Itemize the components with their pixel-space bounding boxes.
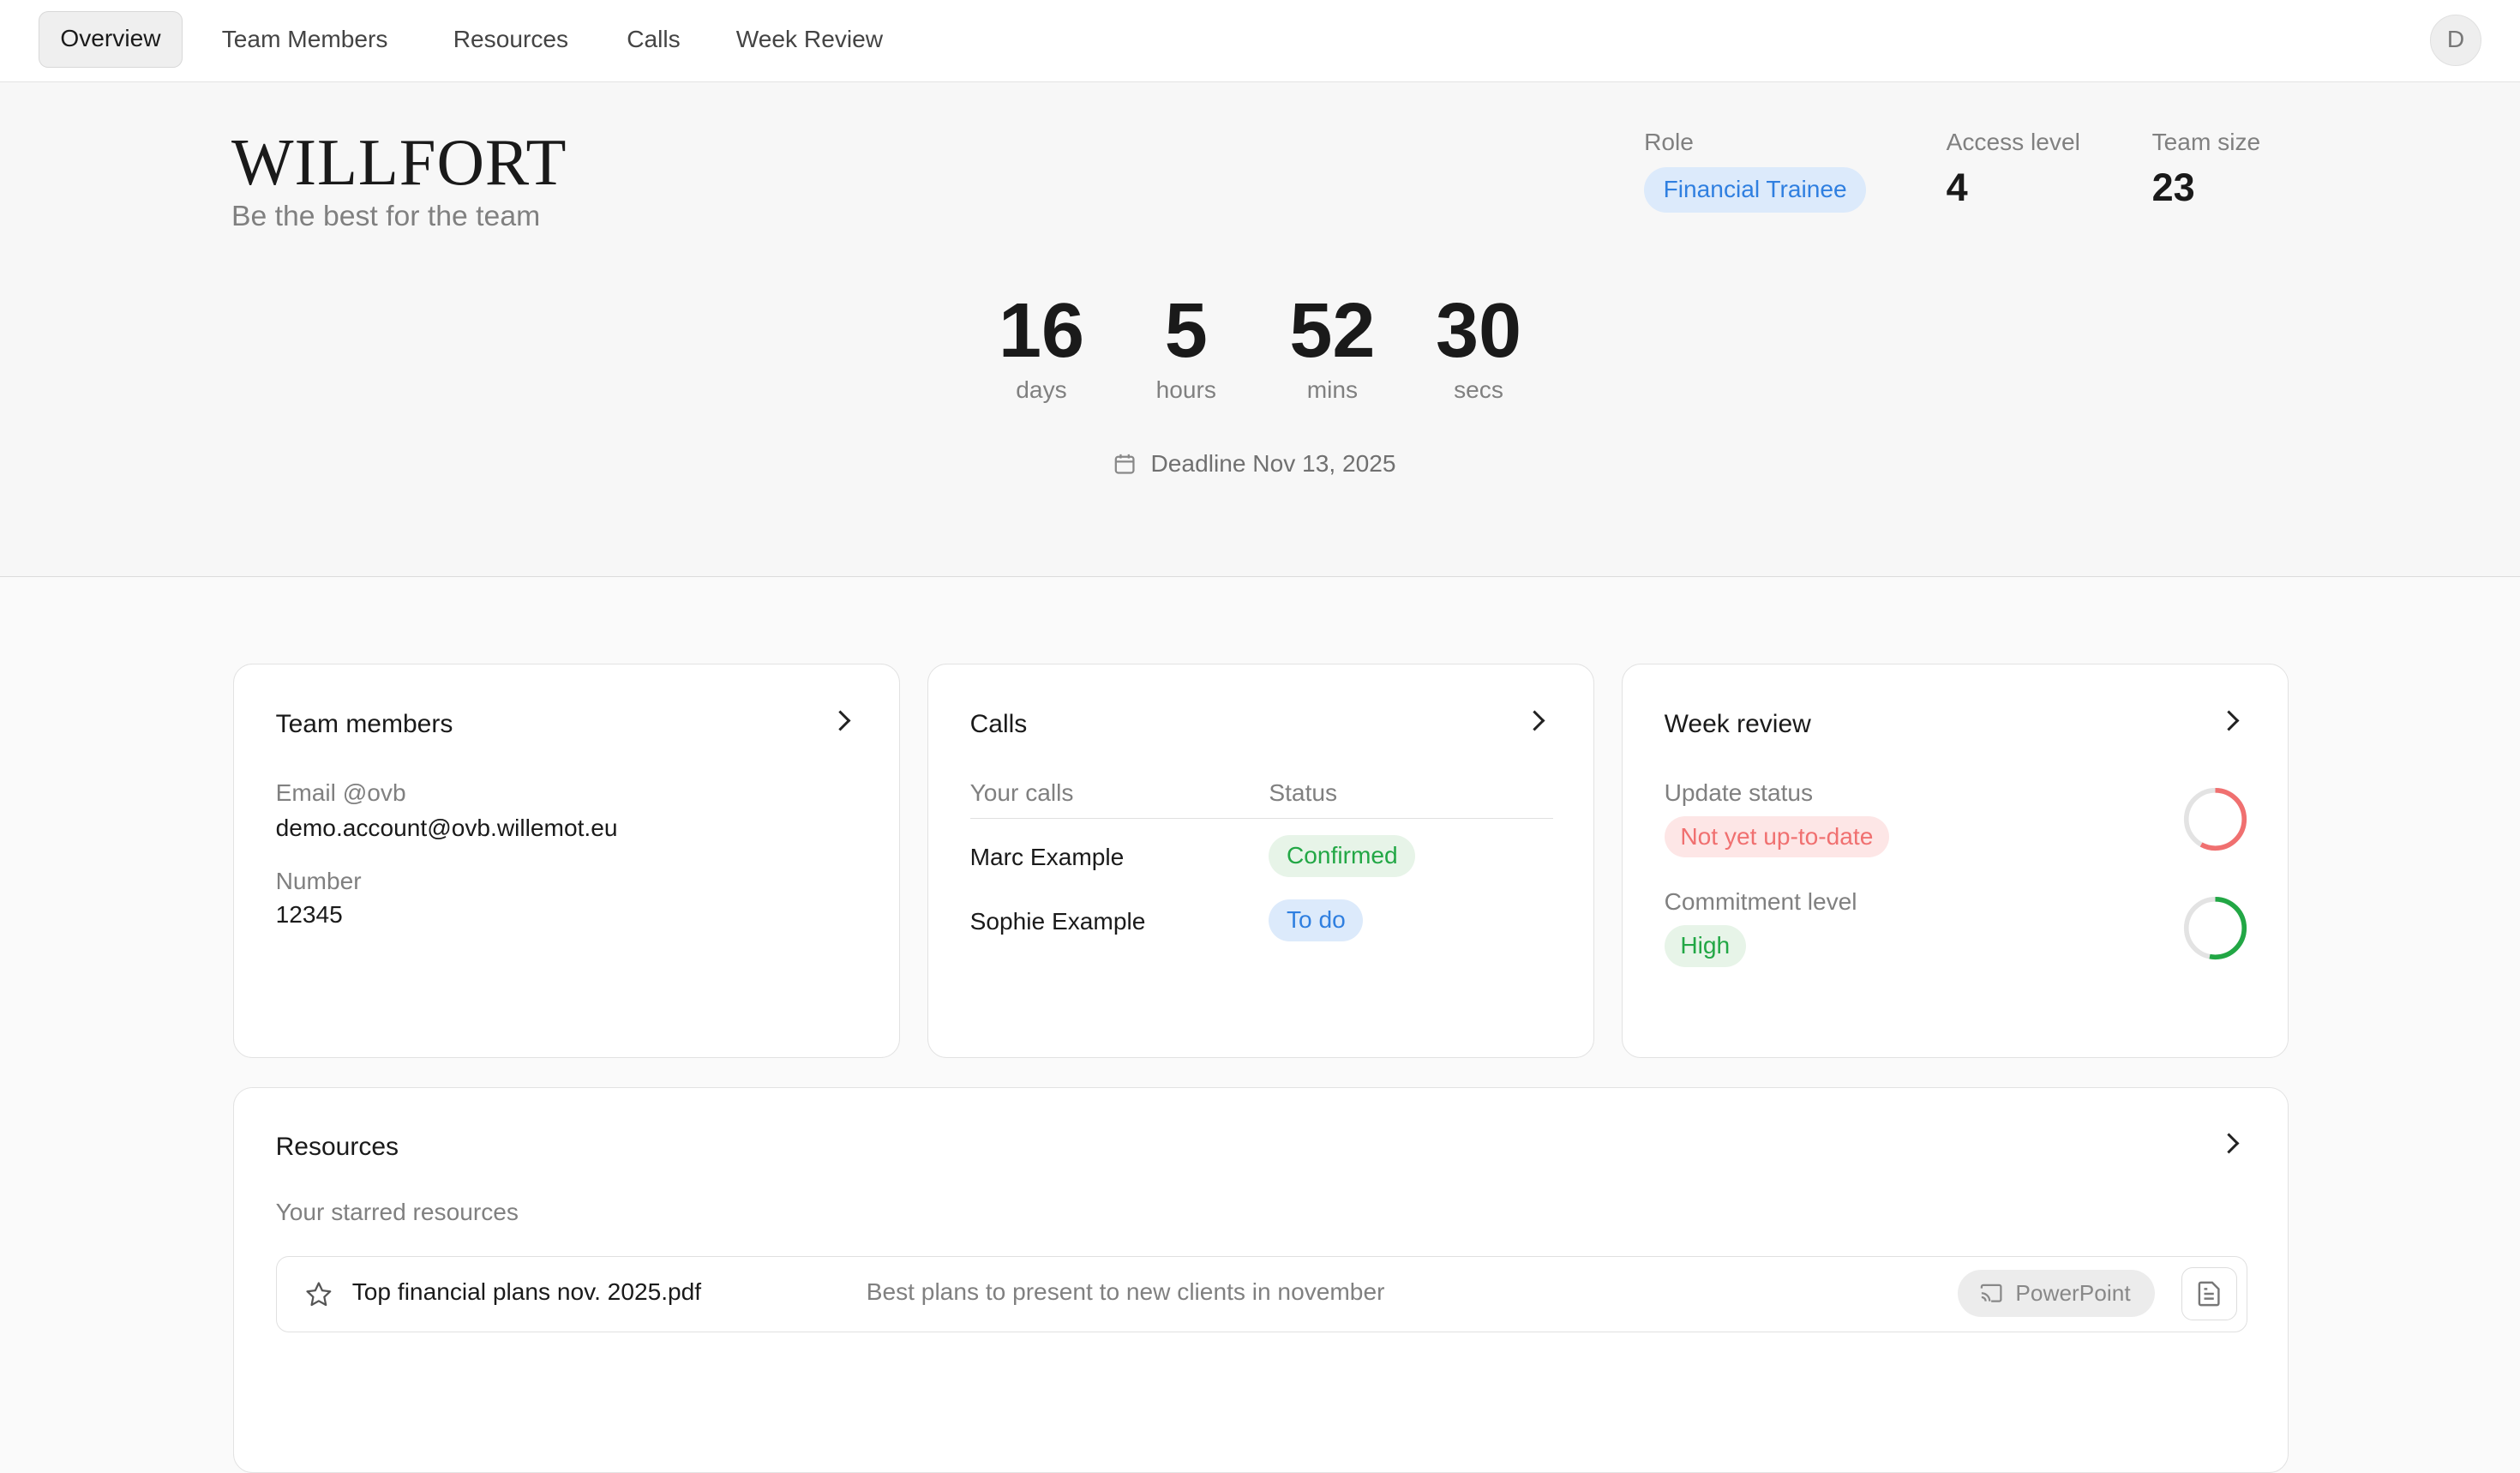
week-review-card[interactable]: Week review Update status Not yet up-to-… [1621, 664, 2289, 1058]
avatar[interactable]: D [2430, 14, 2481, 66]
countdown-secs: 30 secs [1407, 286, 1551, 404]
col-status: Status [1269, 779, 1338, 806]
countdown-days: 16 days [969, 286, 1114, 404]
hours-label: hours [1155, 376, 1216, 403]
page-subtitle: Be the best for the team [231, 199, 541, 232]
access-level-label: Access level [1946, 129, 2080, 155]
deadline: Deadline Nov 13, 2025 [1113, 450, 1395, 478]
resource-type: PowerPoint [2015, 1280, 2131, 1307]
card-title: Team members [275, 709, 453, 738]
email-label: Email @ovb [275, 779, 406, 806]
mins-label: mins [1306, 376, 1359, 403]
col-your-calls: Your calls [969, 779, 1074, 806]
ring-progress [2184, 897, 2247, 960]
open-document-button[interactable] [2181, 1266, 2238, 1320]
chevron-right-icon[interactable] [830, 710, 851, 730]
number-label: Number [275, 867, 362, 894]
mins-value: 52 [1289, 287, 1376, 374]
top-nav: Overview Team Members Resources Calls We… [0, 0, 2520, 82]
star-icon[interactable] [304, 1280, 333, 1309]
tab-week-review[interactable]: Week Review [735, 26, 884, 53]
resources-card: Resources Your starred resources Top fin… [232, 1086, 2289, 1473]
cast-icon [1980, 1284, 2002, 1303]
secs-label: secs [1454, 376, 1503, 403]
update-status-badge: Not yet up-to-date [1664, 815, 1890, 858]
tab-calls[interactable]: Calls [627, 26, 681, 53]
chevron-right-icon[interactable] [1524, 710, 1545, 730]
document-icon [2198, 1281, 2220, 1306]
deadline-text: Deadline Nov 13, 2025 [1150, 450, 1396, 477]
countdown-mins: 52 mins [1260, 286, 1405, 404]
status-badge: To do [1269, 899, 1364, 941]
number-value: 12345 [275, 901, 343, 928]
team-size-value: 23 [2151, 165, 2195, 210]
team-members-card[interactable]: Team members Email @ovb demo.account@ovb… [232, 664, 900, 1058]
update-status-label: Update status [1664, 779, 1814, 806]
call-name: Marc Example [969, 843, 1125, 870]
divider [969, 817, 1554, 820]
calendar-icon [1115, 454, 1135, 474]
secs-value: 30 [1435, 287, 1522, 374]
update-progress-ring [2184, 787, 2247, 851]
card-title: Resources [275, 1133, 399, 1161]
calls-card[interactable]: Calls Your calls Status Marc Example Con… [927, 664, 1594, 1058]
days-value: 16 [998, 287, 1085, 374]
resource-name[interactable]: Top financial plans nov. 2025.pdf [351, 1278, 702, 1305]
status-badge: Confirmed [1269, 835, 1416, 877]
commitment-progress-ring [2184, 897, 2247, 960]
resource-row[interactable]: Top financial plans nov. 2025.pdf Best p… [275, 1256, 2248, 1332]
ring-progress [2184, 787, 2247, 851]
access-level-value: 4 [1946, 165, 1968, 210]
card-title: Calls [969, 709, 1028, 738]
resource-type-badge: PowerPoint [1957, 1270, 2155, 1317]
days-label: days [1016, 376, 1067, 403]
card-title: Week review [1664, 709, 1811, 738]
call-name: Sophie Example [969, 907, 1146, 935]
chevron-right-icon[interactable] [2218, 710, 2240, 730]
resources-subtitle: Your starred resources [275, 1198, 519, 1225]
tab-overview[interactable]: Overview [39, 11, 183, 68]
email-value: demo.account@ovb.willemot.eu [275, 814, 618, 841]
hero-section [0, 81, 2520, 578]
tab-team-members[interactable]: Team Members [221, 26, 388, 53]
page-title: WILLFORT [231, 126, 567, 200]
commitment-badge: High [1664, 925, 1746, 967]
role-label: Role [1644, 129, 1694, 155]
hours-value: 5 [1164, 287, 1208, 374]
role-badge: Financial Trainee [1644, 167, 1867, 213]
tab-resources[interactable]: Resources [453, 26, 569, 53]
resource-description: Best plans to present to new clients in … [866, 1278, 1385, 1305]
countdown-hours: 5 hours [1113, 286, 1258, 404]
chevron-right-icon[interactable] [2218, 1133, 2240, 1154]
commitment-level-label: Commitment level [1664, 888, 1857, 915]
team-size-label: Team size [2151, 129, 2261, 155]
